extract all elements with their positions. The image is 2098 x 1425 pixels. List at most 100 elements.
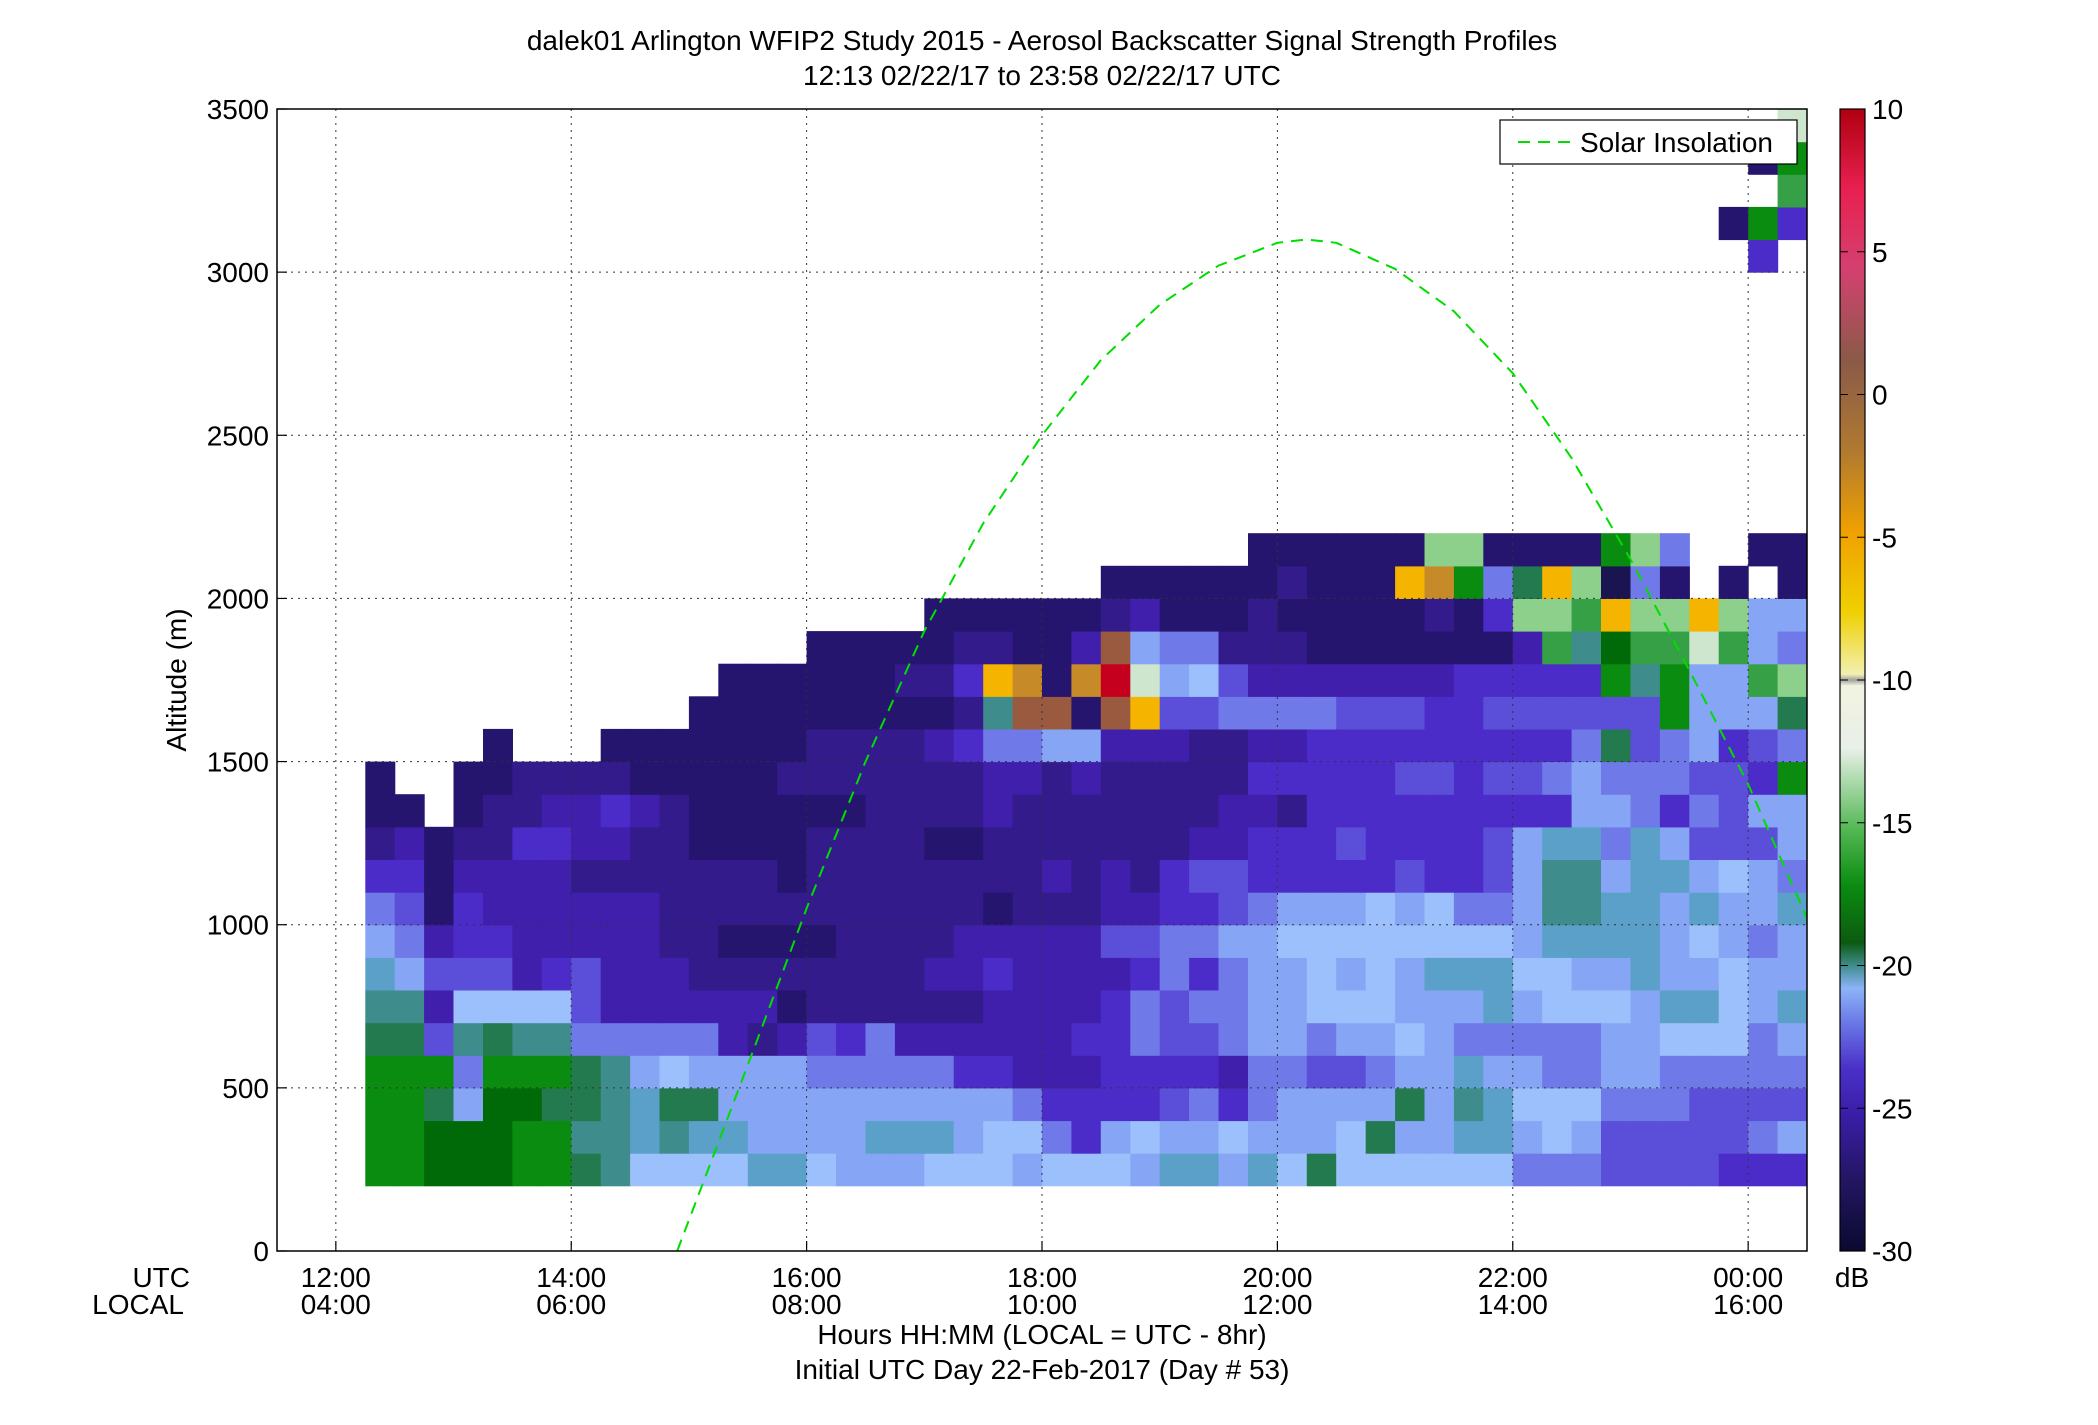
heatmap-cell <box>1365 663 1396 697</box>
heatmap-cell <box>1365 1120 1396 1154</box>
heatmap-cell <box>1365 794 1396 828</box>
heatmap-cell <box>1277 631 1308 665</box>
heatmap-cell <box>1395 794 1426 828</box>
colorbar-tick-label: 10 <box>1872 94 1903 125</box>
heatmap-cell <box>1424 924 1455 958</box>
heatmap-cell <box>777 957 808 991</box>
heatmap-cell <box>688 1120 719 1154</box>
heatmap-cell <box>718 826 749 860</box>
heatmap-cell <box>953 859 984 893</box>
heatmap-cell <box>1395 1120 1426 1154</box>
heatmap-cell <box>1895 631 1925 664</box>
heatmap-cell <box>1512 859 1543 893</box>
heatmap-cell <box>541 1153 572 1187</box>
heatmap-cell <box>1777 663 1807 697</box>
heatmap-cell <box>1159 663 1190 697</box>
heatmap-cell <box>1777 533 1807 567</box>
x-tick-label-local: 04:00 <box>301 1289 371 1320</box>
heatmap-cell <box>1984 957 2014 990</box>
heatmap-cell <box>836 957 866 991</box>
heatmap-cell <box>1512 1120 1543 1154</box>
heatmap-cell <box>1777 696 1807 730</box>
heatmap-cell <box>1630 533 1661 567</box>
heatmap-cell <box>365 1087 396 1122</box>
heatmap-cell <box>1277 892 1308 926</box>
y-tick-label: 1500 <box>207 747 269 778</box>
heatmap-cell <box>630 892 661 926</box>
heatmap-cell <box>1748 1120 1779 1154</box>
heatmap-cell <box>836 1120 866 1154</box>
heatmap-cell <box>718 663 749 697</box>
heatmap-cell <box>747 1055 778 1089</box>
heatmap-cell <box>1748 990 1779 1024</box>
heatmap-cell <box>1189 728 1220 763</box>
heatmap-cell <box>1954 892 1984 925</box>
heatmap-cell <box>1659 1087 1690 1122</box>
heatmap-cell <box>806 1087 837 1122</box>
heatmap-cell <box>1954 631 1984 664</box>
heatmap-cell <box>1954 957 1984 990</box>
heatmap-cell <box>1453 1120 1484 1154</box>
heatmap-cell <box>1395 565 1426 599</box>
heatmap-cell <box>1130 859 1161 893</box>
heatmap-cell <box>806 1022 837 1056</box>
heatmap-cell <box>953 892 984 926</box>
heatmap-cell <box>1042 1087 1072 1122</box>
heatmap-cell <box>777 1055 808 1089</box>
heatmap-cell <box>688 728 719 763</box>
heatmap-cell <box>1453 761 1484 795</box>
heatmap-cell <box>1601 1022 1631 1056</box>
heatmap-cell <box>894 761 925 795</box>
heatmap-cell <box>541 924 572 958</box>
heatmap-cell <box>747 957 778 991</box>
heatmap-cell <box>394 794 425 828</box>
heatmap-cell <box>1071 1022 1102 1056</box>
heatmap-cell <box>983 1055 1014 1089</box>
heatmap-cell <box>1100 565 1131 599</box>
heatmap-cell <box>718 1087 749 1122</box>
heatmap-cell <box>1277 663 1308 697</box>
heatmap-cell <box>1777 631 1807 665</box>
heatmap-cell <box>1542 663 1573 697</box>
heatmap-cell <box>953 728 984 763</box>
heatmap-cell <box>1365 1055 1396 1089</box>
heatmap-cell <box>1159 1087 1190 1122</box>
x-tick-label-utc: 16:00 <box>772 1262 842 1293</box>
heatmap-cell <box>1718 696 1749 730</box>
heatmap-cell <box>1365 1087 1396 1122</box>
heatmap-cell <box>1895 1153 1925 1186</box>
heatmap-cell <box>1336 957 1367 991</box>
heatmap-cell <box>688 1087 719 1122</box>
heatmap-cell <box>1689 794 1720 828</box>
heatmap-cell <box>953 957 984 991</box>
heatmap-cell <box>1571 565 1602 599</box>
heatmap-cell <box>1718 892 1749 926</box>
heatmap-cell <box>600 794 631 828</box>
heatmap-cell <box>924 598 955 632</box>
heatmap-cell <box>1453 924 1484 958</box>
heatmap-cell <box>953 1087 984 1122</box>
heatmap-cell <box>1542 631 1573 665</box>
heatmap-cell <box>777 794 808 828</box>
heatmap-cell <box>630 728 661 763</box>
y-tick-label: 2500 <box>207 420 269 451</box>
heatmap-cell <box>1748 598 1779 632</box>
heatmap-cell <box>983 1153 1014 1187</box>
heatmap-cell <box>688 794 719 828</box>
heatmap-cell <box>1777 728 1807 763</box>
heatmap-cell <box>1365 859 1396 893</box>
heatmap-cell <box>1453 1087 1484 1122</box>
heatmap-cell <box>1336 631 1367 665</box>
heatmap-cell <box>1984 664 2014 697</box>
heatmap-cell <box>747 990 778 1024</box>
heatmap-cell <box>1954 1023 1984 1056</box>
heatmap-cell <box>1277 990 1308 1024</box>
heatmap-cell <box>1071 598 1102 632</box>
heatmap-cell <box>1954 1088 1984 1121</box>
heatmap-cell <box>512 761 543 795</box>
heatmap-cell <box>1984 762 2014 795</box>
heatmap-cell <box>983 1022 1014 1056</box>
heatmap-cell <box>571 892 602 926</box>
heatmap-cell <box>1130 565 1161 599</box>
heatmap-cell <box>1659 1153 1690 1187</box>
